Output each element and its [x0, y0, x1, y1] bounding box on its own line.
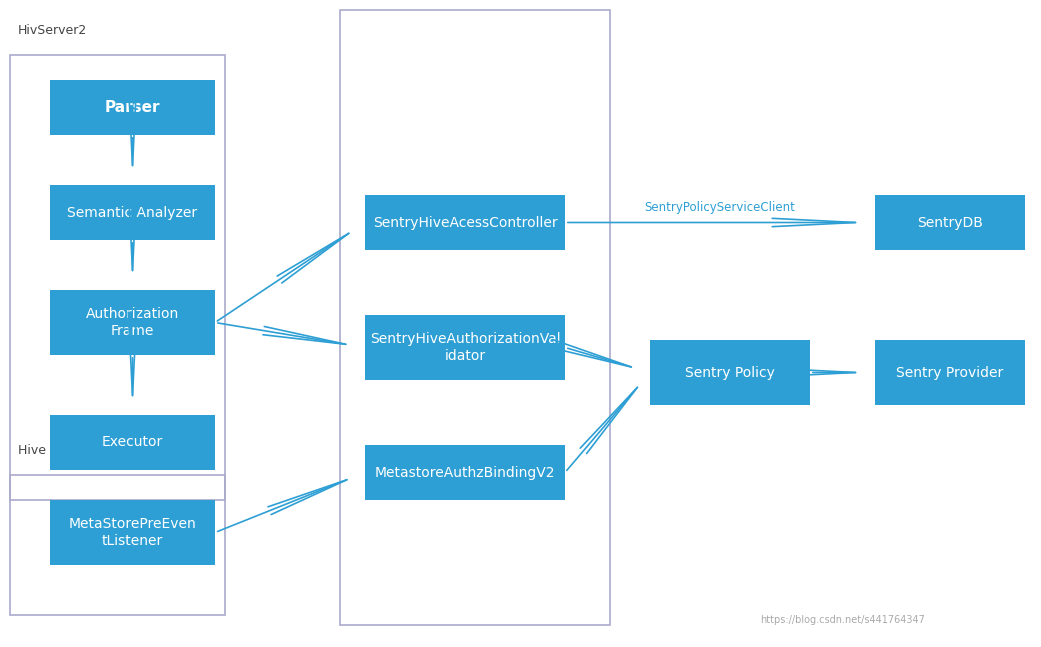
Text: Executor: Executor: [102, 435, 163, 450]
Text: SentryHiveAcessController: SentryHiveAcessController: [373, 215, 557, 230]
Text: Sentry Provider: Sentry Provider: [896, 366, 1004, 380]
Bar: [365, 195, 565, 250]
Text: Semantic Analyzer: Semantic Analyzer: [68, 206, 198, 219]
Text: SentryHiveAuthorizationVal
idator: SentryHiveAuthorizationVal idator: [370, 333, 560, 362]
Bar: [50, 500, 215, 565]
Bar: [875, 195, 1025, 250]
Bar: [10, 55, 225, 500]
Bar: [10, 475, 225, 615]
Text: MetastoreAuthzBindingV2: MetastoreAuthzBindingV2: [375, 465, 555, 479]
Bar: [50, 80, 215, 135]
Text: Authorization
Frame: Authorization Frame: [85, 307, 179, 338]
Text: MetaStorePreEven
tListener: MetaStorePreEven tListener: [69, 518, 197, 547]
Bar: [365, 445, 565, 500]
Bar: [365, 315, 565, 380]
Text: SentryDB: SentryDB: [917, 215, 983, 230]
Bar: [875, 340, 1025, 405]
Text: https://blog.csdn.net/s441764347: https://blog.csdn.net/s441764347: [760, 615, 924, 625]
Bar: [50, 415, 215, 470]
Bar: [340, 10, 610, 625]
Text: HivServer2: HivServer2: [18, 24, 87, 37]
Bar: [650, 340, 810, 405]
Text: SentryPolicyServiceClient: SentryPolicyServiceClient: [644, 201, 795, 215]
Bar: [50, 290, 215, 355]
Text: Hive Metastore: Hive Metastore: [18, 444, 112, 457]
Text: Parser: Parser: [105, 100, 160, 115]
Text: Sentry Policy: Sentry Policy: [685, 366, 775, 380]
Bar: [50, 185, 215, 240]
